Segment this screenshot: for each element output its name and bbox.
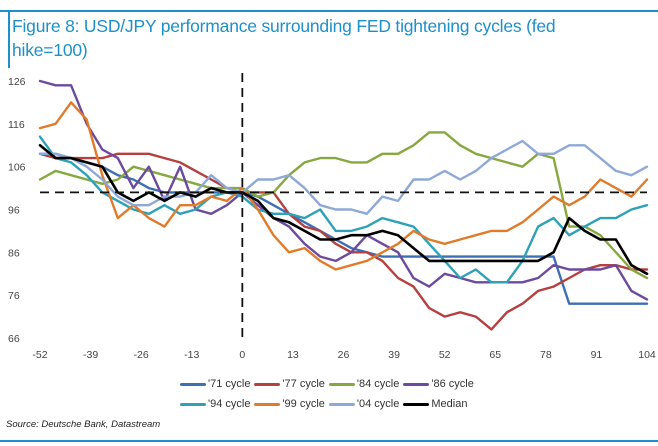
x-tick-label: 52 — [439, 349, 451, 360]
y-tick-label: 96 — [8, 205, 20, 217]
x-tick-label: 0 — [239, 349, 245, 360]
legend-item: Median — [403, 398, 467, 410]
legend-swatch — [180, 382, 206, 386]
legend-swatch — [180, 402, 206, 406]
legend-item: '04 cycle — [328, 398, 400, 410]
top-rule — [0, 10, 658, 12]
legend-swatch — [403, 402, 430, 406]
x-tick-label: 104 — [638, 349, 656, 360]
series-line — [38, 79, 649, 301]
series-line — [38, 152, 649, 331]
legend-swatch — [403, 382, 430, 386]
series-line — [38, 131, 649, 280]
y-tick-label: 76 — [8, 290, 20, 302]
series-line — [38, 144, 649, 276]
y-tick-label: 86 — [8, 247, 20, 259]
x-tick-label: 39 — [388, 349, 400, 360]
legend-label: '86 cycle — [431, 378, 474, 390]
figure-title: Figure 8: USD/JPY performance surroundin… — [12, 16, 556, 60]
legend-item: '99 cycle — [254, 398, 325, 410]
legend-row: '71 cycle '77 cycle '84 cycle '86 cycle — [180, 374, 510, 394]
x-tick-label: 26 — [338, 349, 350, 360]
line-chart: 126 116 106 96 86 76 66 -52 -39 -26 -13 0 13 26 39 52 65… — [8, 73, 656, 360]
x-tick-label: -26 — [134, 349, 149, 360]
legend-swatch — [254, 382, 281, 386]
legend-item: '94 cycle — [180, 398, 250, 410]
legend-label: '71 cycle — [208, 378, 251, 390]
legend-label: '94 cycle — [208, 398, 251, 410]
legend-swatch — [254, 402, 281, 406]
legend-swatch — [328, 402, 355, 406]
x-tick-label: -13 — [184, 349, 199, 360]
legend-item: '86 cycle — [403, 378, 474, 390]
x-tick-label: 65 — [489, 349, 501, 360]
legend-item: '71 cycle — [180, 378, 250, 390]
chart-legend: '71 cycle '77 cycle '84 cycle '86 cycle '94… — [180, 374, 510, 414]
legend-label: Median — [431, 398, 468, 410]
y-tick-label: 106 — [8, 162, 26, 174]
y-tick-label: 116 — [8, 119, 25, 131]
series-line — [38, 139, 649, 216]
legend-item: '84 cycle — [328, 378, 400, 390]
x-tick-label: 13 — [287, 349, 299, 360]
bottom-rule — [0, 440, 658, 442]
x-tick-label: -52 — [32, 349, 47, 360]
x-tick-label: -39 — [83, 349, 98, 360]
legend-swatch — [328, 382, 355, 386]
legend-label: '99 cycle — [282, 398, 325, 410]
y-tick-label: 126 — [8, 76, 26, 88]
y-tick-label: 66 — [8, 333, 20, 345]
series-line — [38, 101, 649, 271]
source-note: Source: Deutsche Bank, Datastream — [6, 419, 161, 430]
x-tick-label: 78 — [540, 349, 552, 360]
x-tick-label: 91 — [591, 349, 603, 360]
title-accent-bar — [8, 12, 10, 68]
legend-label: '84 cycle — [356, 378, 400, 390]
series-line — [38, 152, 649, 305]
legend-row: '94 cycle '99 cycle '04 cycle Median — [180, 394, 510, 414]
legend-label: '77 cycle — [282, 378, 325, 390]
legend-label: '04 cycle — [356, 398, 400, 410]
legend-item: '77 cycle — [254, 378, 325, 390]
